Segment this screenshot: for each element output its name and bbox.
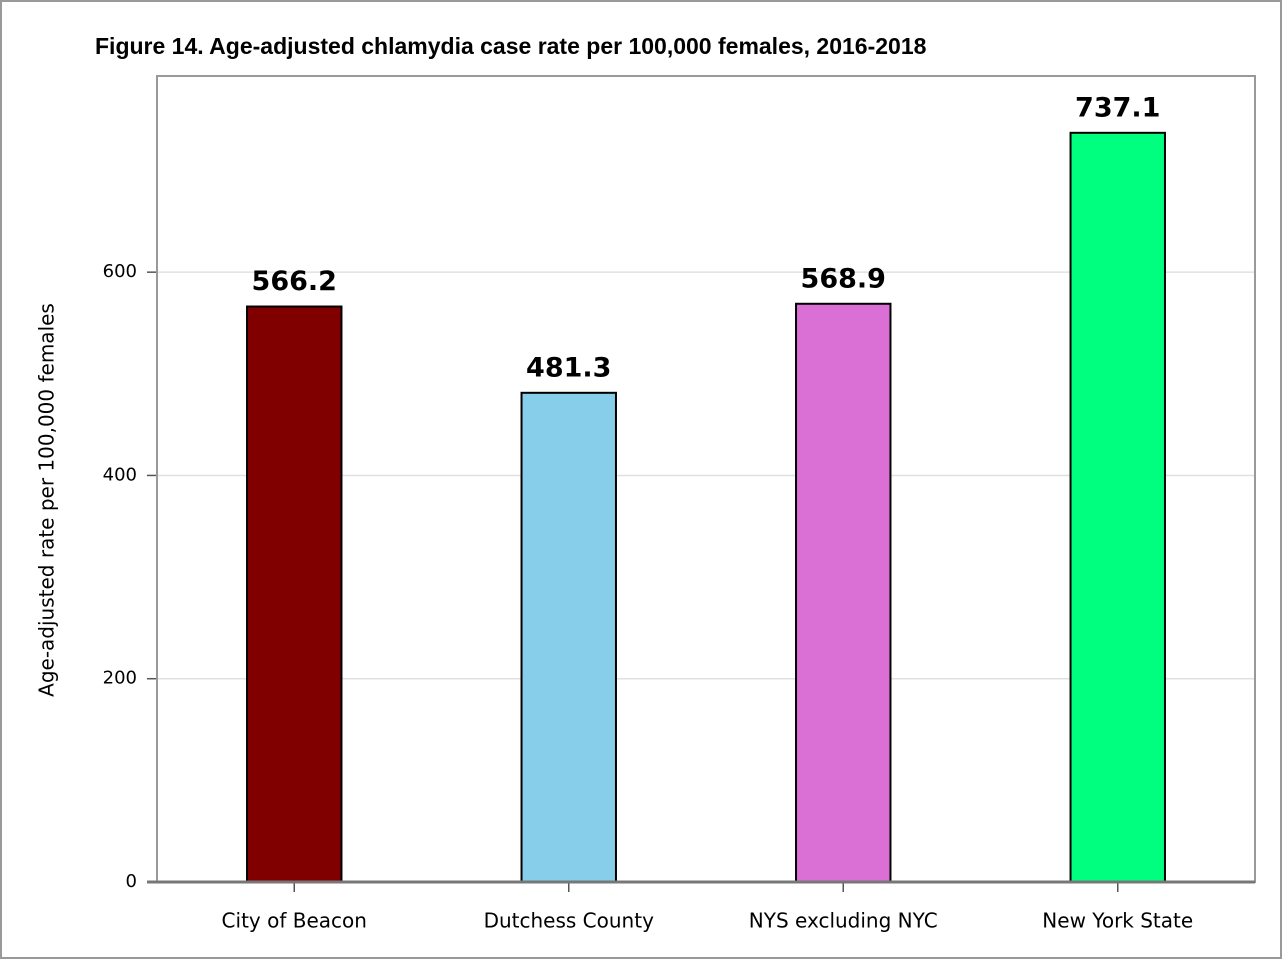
data-label: 566.2: [252, 266, 337, 297]
y-axis-label: Age-adjusted rate per 100,000 females: [35, 303, 59, 697]
bar: [1069, 131, 1166, 883]
data-label: 737.1: [1075, 92, 1160, 123]
bar: [795, 302, 892, 884]
y-tick-label: 600: [103, 261, 137, 282]
x-tick-label: NYS excluding NYC: [749, 909, 938, 933]
y-tick-label: 400: [103, 464, 137, 485]
x-tick-label: Dutchess County: [484, 909, 654, 933]
data-label: 568.9: [801, 263, 886, 294]
chart-title: Figure 14. Age-adjusted chlamydia case r…: [95, 33, 927, 59]
bar: [246, 305, 343, 884]
bar: [520, 391, 617, 883]
x-tick-label: New York State: [1042, 909, 1193, 933]
y-tick-label: 0: [126, 871, 137, 892]
x-tick-label: City of Beacon: [222, 909, 367, 933]
data-label: 481.3: [526, 352, 611, 383]
y-tick-label: 200: [103, 668, 137, 689]
